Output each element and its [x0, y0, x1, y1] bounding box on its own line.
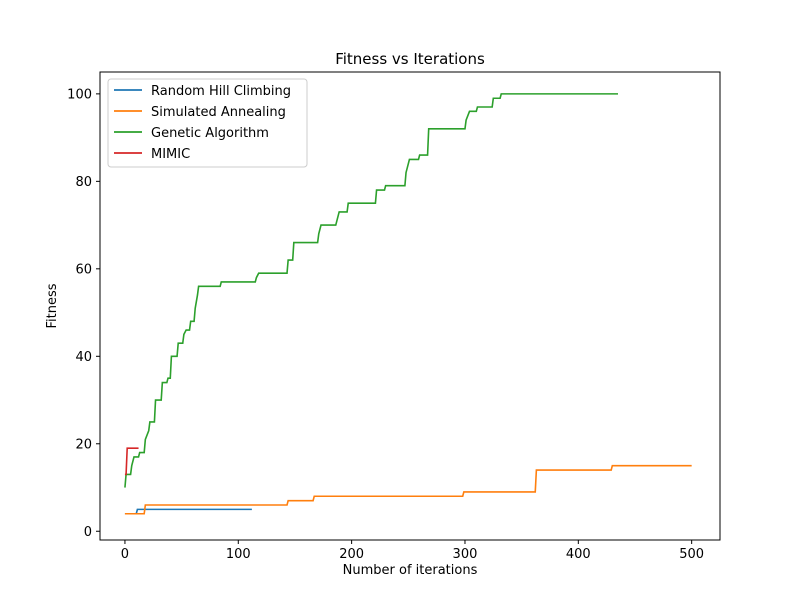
x-axis-label: Number of iterations — [343, 563, 478, 578]
series-line-genetic-algorithm — [124, 93, 618, 488]
x-tick-label: 100 — [226, 547, 251, 562]
y-axis-label: Fitness — [45, 283, 60, 328]
y-tick-label: 20 — [75, 437, 92, 452]
series-line-simulated-annealing — [124, 464, 692, 515]
y-tick-label: 80 — [75, 175, 92, 190]
y-tick-label: 100 — [67, 87, 92, 102]
x-tick-label: 400 — [566, 547, 591, 562]
x-tick-label: 200 — [339, 547, 364, 562]
legend-label-genetic-algorithm: Genetic Algorithm — [151, 126, 269, 141]
series-line-mimic — [124, 447, 139, 476]
legend: Random Hill Climbing Simulated Annealing G… — [107, 78, 308, 168]
plot-frame — [99, 71, 721, 541]
legend-box — [107, 78, 308, 168]
legend-label-mimic: MIMIC — [151, 147, 190, 162]
legend-entries: Random Hill Climbing Simulated Annealing G… — [114, 84, 291, 162]
y-tick-label: 60 — [75, 262, 92, 277]
y-tick-label: 0 — [84, 525, 92, 540]
legend-label-simulated-annealing: Simulated Annealing — [151, 105, 286, 120]
chart-title: Fitness vs Iterations — [335, 50, 485, 68]
axis-ticks: 0 100 200 300 400 500 0 20 40 60 80 100 — [67, 87, 704, 562]
series-layer — [124, 93, 692, 515]
x-tick-label: 500 — [679, 547, 704, 562]
x-tick-label: 300 — [453, 547, 478, 562]
x-tick-label: 0 — [121, 547, 129, 562]
legend-label-random-hill-climbing: Random Hill Climbing — [151, 84, 291, 99]
y-tick-label: 40 — [75, 350, 92, 365]
